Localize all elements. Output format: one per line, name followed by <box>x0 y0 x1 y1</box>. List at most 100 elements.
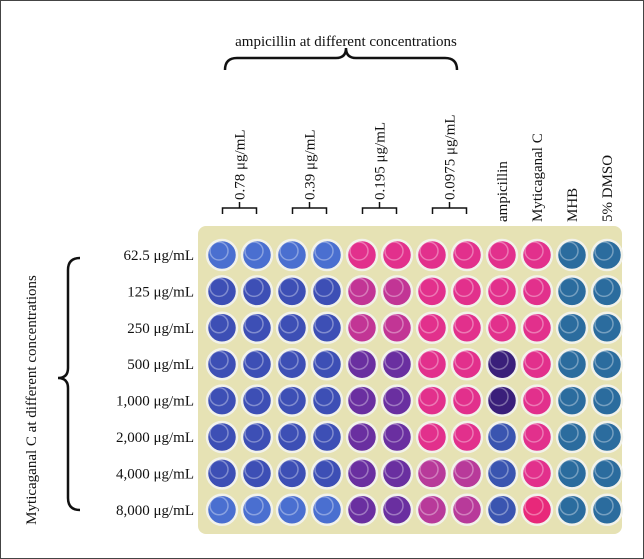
well <box>310 420 344 454</box>
well <box>555 457 589 490</box>
well <box>310 238 344 272</box>
well-shine <box>384 314 404 334</box>
well-shine <box>384 496 404 516</box>
well-shine <box>559 459 579 480</box>
row-label: 1,000 μg/mL <box>116 394 194 410</box>
well-shine <box>209 386 229 407</box>
well-shine <box>279 386 299 407</box>
well-shine <box>384 423 404 443</box>
well <box>380 384 414 417</box>
well <box>520 347 554 381</box>
well-shine <box>489 459 509 480</box>
well <box>240 275 274 308</box>
well-shine <box>559 423 579 443</box>
well <box>205 493 239 527</box>
column-label: MHB <box>565 188 581 222</box>
column-label: 0.195 μg/mL <box>373 122 389 200</box>
well-shine <box>559 386 579 407</box>
well-shine <box>279 241 299 261</box>
well-shine <box>314 314 334 334</box>
well <box>275 384 309 417</box>
well-shine <box>244 350 264 370</box>
well-shine <box>454 350 474 370</box>
well-shine <box>279 314 299 334</box>
column-bracket <box>291 202 328 214</box>
well <box>310 384 344 417</box>
side-title: Myticaganal C at different concentration… <box>24 275 40 525</box>
well-shine <box>489 386 509 407</box>
well <box>240 311 274 345</box>
well-shine <box>454 459 474 480</box>
well-shine <box>349 241 369 261</box>
well-shine <box>279 350 299 370</box>
well <box>520 384 554 417</box>
well <box>520 457 554 490</box>
well-shine <box>314 241 334 261</box>
well-shine <box>384 241 404 261</box>
well <box>275 347 309 381</box>
well <box>450 384 484 417</box>
well-shine <box>244 386 264 407</box>
well <box>310 311 344 345</box>
well <box>240 238 274 272</box>
well <box>590 420 624 454</box>
well <box>520 238 554 272</box>
well-shine <box>419 314 439 334</box>
well-shine <box>489 241 509 261</box>
well-shine <box>279 496 299 516</box>
well <box>380 457 414 490</box>
well <box>275 275 309 308</box>
well <box>485 347 519 381</box>
well-shine <box>489 277 509 298</box>
well <box>275 238 309 272</box>
well-shine <box>314 459 334 480</box>
well-shine <box>419 350 439 370</box>
well <box>205 238 239 272</box>
well <box>450 238 484 272</box>
well <box>485 275 519 308</box>
well <box>590 493 624 527</box>
well-shine <box>349 277 369 298</box>
well-shine <box>594 459 614 480</box>
well <box>450 311 484 345</box>
well <box>450 420 484 454</box>
well-shine <box>314 386 334 407</box>
well <box>555 275 589 308</box>
well-shine <box>244 459 264 480</box>
well-shine <box>279 459 299 480</box>
row-label: 250 μg/mL <box>127 321 194 337</box>
well-shine <box>209 314 229 334</box>
well-shine <box>419 423 439 443</box>
well-shine <box>489 496 509 516</box>
well-shine <box>209 241 229 261</box>
well <box>415 238 449 272</box>
well-shine <box>524 350 544 370</box>
well-shine <box>384 277 404 298</box>
well-shine <box>559 277 579 298</box>
well <box>275 493 309 527</box>
well-shine <box>489 314 509 334</box>
well <box>380 238 414 272</box>
column-label: 0.39 μg/mL <box>303 129 319 200</box>
well-shine <box>594 314 614 334</box>
well <box>485 238 519 272</box>
row-label: 8,000 μg/mL <box>116 503 194 519</box>
well <box>485 493 519 527</box>
well <box>450 275 484 308</box>
well-shine <box>314 423 334 443</box>
well <box>275 420 309 454</box>
well-shine <box>209 350 229 370</box>
well <box>275 457 309 490</box>
well-shine <box>279 277 299 298</box>
well <box>520 311 554 345</box>
row-label: 500 μg/mL <box>127 357 194 373</box>
well <box>310 275 344 308</box>
well-shine <box>524 314 544 334</box>
well-shine <box>419 277 439 298</box>
well-shine <box>244 277 264 298</box>
well <box>450 347 484 381</box>
well <box>590 238 624 272</box>
well <box>415 420 449 454</box>
well-shine <box>419 496 439 516</box>
